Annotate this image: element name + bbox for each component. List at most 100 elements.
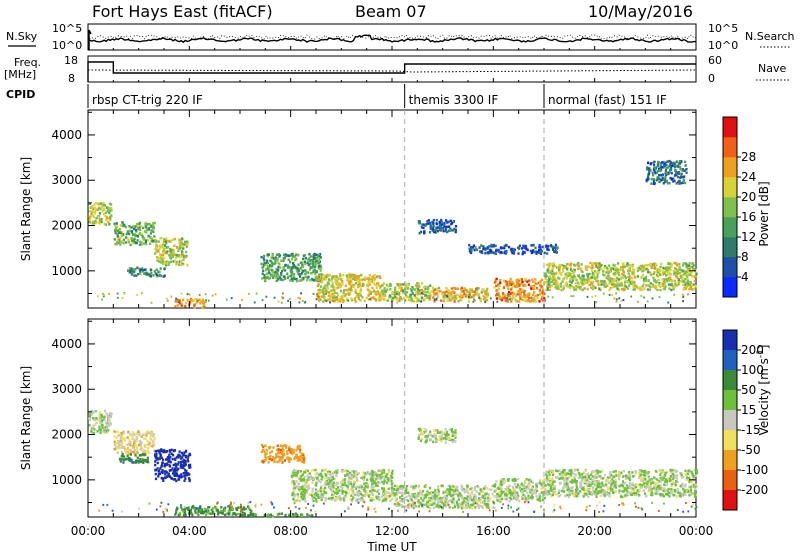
echo-cell	[359, 492, 362, 496]
echo-cell	[577, 282, 580, 286]
echo-cell	[331, 281, 334, 285]
echo-cell	[125, 232, 128, 236]
echo-cell	[376, 275, 379, 278]
echo-cell	[445, 219, 448, 222]
echo-cell	[602, 282, 605, 286]
echo-cell	[342, 298, 345, 302]
echo-cell	[624, 279, 627, 282]
echo-cell	[203, 507, 207, 511]
echo-cell	[602, 270, 605, 273]
echo-cell	[367, 277, 370, 280]
echo-cell	[211, 294, 214, 297]
echo-cell	[370, 486, 373, 489]
echo-cell	[361, 487, 364, 490]
echo-cell	[378, 481, 381, 485]
echo-cell	[239, 513, 243, 517]
echo-cell	[557, 265, 560, 268]
echo-cell	[467, 300, 470, 303]
echo-cell	[598, 264, 601, 268]
echo-cell	[689, 281, 692, 284]
echo-cell	[574, 264, 577, 267]
echo-cell	[435, 287, 438, 291]
echo-cell	[324, 287, 327, 290]
echo-cell	[646, 288, 650, 291]
echo-cell	[622, 273, 625, 277]
echo-cell	[280, 512, 283, 515]
freq-label-line1: Freq.	[14, 56, 41, 69]
echo-cell	[230, 297, 233, 299]
echo-cell	[371, 496, 374, 500]
echo-cell	[674, 169, 677, 172]
echo-cell	[655, 285, 658, 288]
echo-cell	[418, 494, 421, 498]
echo-cell	[661, 176, 664, 179]
echo-cell	[653, 271, 656, 274]
echo-cell	[306, 261, 309, 264]
echo-cell	[568, 280, 571, 283]
echo-cell	[492, 245, 496, 248]
echo-cell	[435, 219, 438, 222]
echo-cell	[418, 299, 421, 303]
echo-cell	[608, 293, 611, 296]
echo-cell	[332, 299, 334, 302]
echo-cell	[192, 299, 195, 303]
echo-cell	[465, 503, 469, 506]
echo-cell	[495, 277, 498, 281]
echo-cell	[393, 502, 396, 506]
echo-cell	[337, 497, 340, 501]
echo-cell	[532, 293, 535, 296]
echo-cell	[304, 485, 307, 489]
echo-cell	[265, 272, 268, 275]
echo-cell	[235, 508, 238, 511]
echo-cell	[168, 240, 171, 243]
echo-cell	[122, 241, 125, 245]
echo-cell	[522, 284, 525, 287]
echo-cell	[194, 511, 197, 514]
echo-cell	[665, 173, 668, 177]
echo-cell	[398, 299, 401, 302]
echo-cell	[391, 493, 394, 497]
cpid-row: rbsp CT-trig 220 IF themis 3300 IF normal …	[87, 84, 667, 108]
echo-cell	[160, 253, 163, 257]
echo-cell	[330, 298, 333, 302]
echo-cell	[419, 292, 422, 296]
echo-cell	[475, 287, 478, 290]
echo-cell	[290, 274, 293, 277]
echo-cell	[548, 266, 551, 269]
echo-cell	[179, 460, 183, 464]
echo-cell	[606, 277, 609, 280]
echo-cell	[314, 473, 317, 476]
echo-cell	[412, 488, 415, 491]
echo-cell	[538, 496, 541, 500]
echo-cell	[270, 274, 273, 277]
echo-cell	[686, 277, 689, 280]
echo-cell	[655, 280, 658, 283]
echo-cell	[654, 171, 657, 175]
nsky-trace	[87, 29, 697, 50]
echo-cell	[119, 439, 122, 443]
echo-cell	[132, 461, 135, 464]
echo-cell	[382, 475, 385, 478]
echo-cell	[663, 162, 666, 166]
echo-cell	[200, 508, 203, 511]
echo-cell	[457, 494, 460, 497]
echo-cell	[175, 297, 177, 300]
echo-cell	[320, 490, 323, 493]
echo-cell	[319, 481, 322, 484]
echo-cell	[362, 487, 365, 490]
echo-cell	[623, 288, 626, 291]
echo-cell	[138, 228, 141, 231]
echo-cell	[469, 494, 472, 497]
echo-cell	[400, 497, 404, 501]
echo-cell	[319, 267, 322, 270]
echo-cell	[152, 222, 155, 225]
echo-cell	[324, 278, 327, 281]
echo-cell	[368, 292, 371, 295]
echo-cell	[418, 221, 421, 225]
echo-cell	[617, 278, 621, 281]
echo-cell	[392, 491, 395, 495]
echo-cell	[295, 267, 298, 270]
echo-cell	[348, 276, 351, 279]
echo-cell	[386, 481, 389, 484]
echo-cell	[346, 487, 349, 491]
